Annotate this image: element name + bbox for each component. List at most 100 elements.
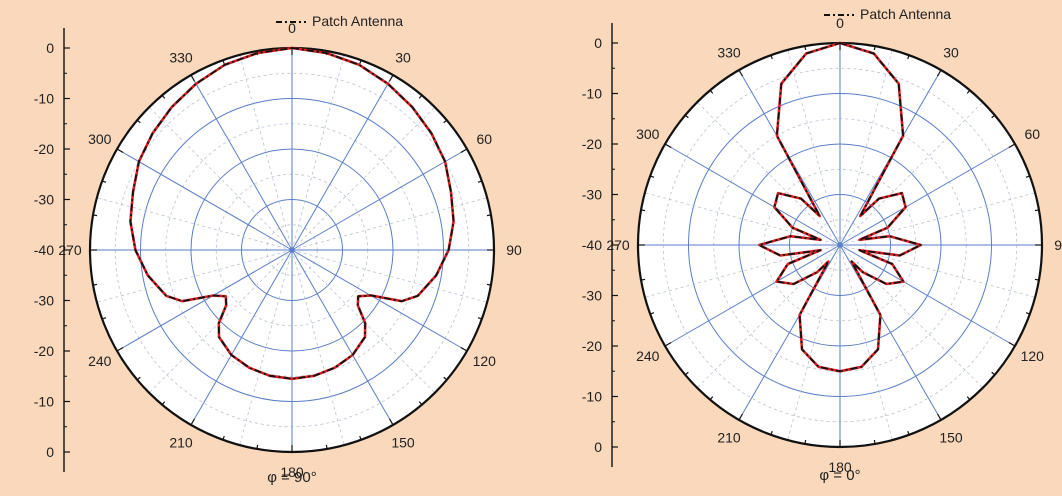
frame-tick xyxy=(770,54,773,60)
frame-tick xyxy=(804,45,807,51)
angle-label-300: 300 xyxy=(636,126,660,142)
frame-tick xyxy=(443,119,448,124)
minor-spoke xyxy=(291,197,488,251)
frame-tick xyxy=(486,283,492,286)
minor-spoke xyxy=(291,54,345,251)
minor-spoke xyxy=(839,192,1036,246)
angle-label-90: 90 xyxy=(1054,237,1062,253)
major-spoke xyxy=(839,244,942,421)
polar-chart-phi-90: 0 30 60 90 120 150 180 210 240 270 300 330 0 -10 -20 -3… xyxy=(34,13,522,486)
angle-label-240: 240 xyxy=(636,348,660,364)
minor-spoke xyxy=(291,249,345,446)
frame-tick xyxy=(684,114,689,119)
frame-tick xyxy=(388,418,394,426)
major-spoke xyxy=(190,249,293,426)
frame-tick xyxy=(1025,312,1031,315)
minor-spoke xyxy=(839,244,1036,298)
major-spoke xyxy=(738,244,841,421)
radial-tick-label: -20 xyxy=(582,136,602,152)
radial-tick-label: -40 xyxy=(34,242,54,258)
frame-tick xyxy=(873,439,876,445)
angle-label-60: 60 xyxy=(476,131,492,147)
frame-tick xyxy=(804,439,807,445)
minor-spoke xyxy=(291,249,436,394)
frame-tick xyxy=(664,341,672,347)
frame-tick xyxy=(709,89,714,94)
frame-tick xyxy=(936,69,942,77)
frame-tick xyxy=(649,312,655,315)
pattern-curve-simulated xyxy=(758,42,922,373)
major-spoke xyxy=(116,249,293,352)
origin-dot xyxy=(289,247,295,253)
angle-label-240: 240 xyxy=(88,353,112,369)
frame-tick xyxy=(991,114,996,119)
minor-spoke xyxy=(839,244,984,389)
radial-tick-label: -30 xyxy=(582,288,602,304)
frame-tick xyxy=(101,317,107,320)
frame-tick xyxy=(136,119,141,124)
minor-spoke xyxy=(787,244,841,441)
major-spoke xyxy=(291,249,468,352)
angle-label-180: 180 xyxy=(828,459,852,475)
minor-spoke xyxy=(696,101,841,246)
radial-tick-label: -20 xyxy=(582,338,602,354)
frame-tick xyxy=(664,143,672,149)
frame-tick xyxy=(116,346,124,352)
panel-caption: φ = 90° xyxy=(267,469,317,486)
radial-tick-label: 0 xyxy=(46,444,54,460)
frame-tick xyxy=(136,376,141,381)
frame-tick xyxy=(161,94,166,99)
minor-spoke xyxy=(787,49,841,246)
legend-label: Patch Antenna xyxy=(860,6,951,22)
minor-spoke xyxy=(839,244,893,441)
angle-label-150: 150 xyxy=(939,429,963,445)
radial-tick-label: -20 xyxy=(34,343,54,359)
angle-label-120: 120 xyxy=(1021,348,1045,364)
frame-tick xyxy=(907,54,910,60)
frame-tick xyxy=(116,148,124,154)
frame-tick xyxy=(770,430,773,436)
angle-label-90: 90 xyxy=(506,242,522,258)
frame-tick xyxy=(649,175,655,178)
minor-spoke xyxy=(291,106,436,251)
frame-tick xyxy=(684,371,689,376)
angle-label-30: 30 xyxy=(943,45,959,61)
angle-label-330: 330 xyxy=(717,45,741,61)
frame-tick xyxy=(388,74,394,82)
frame-tick xyxy=(738,413,744,421)
frame-tick xyxy=(222,435,225,441)
angle-label-270: 270 xyxy=(58,242,82,258)
frame-tick xyxy=(477,180,483,183)
major-spoke xyxy=(291,148,468,251)
major-spoke xyxy=(116,148,293,251)
angle-label-120: 120 xyxy=(473,353,497,369)
radial-tick-label: -10 xyxy=(34,91,54,107)
panel-caption: φ = 0° xyxy=(819,467,860,484)
frame-tick xyxy=(738,69,744,77)
radial-tick-label: -10 xyxy=(582,86,602,102)
frame-tick xyxy=(101,180,107,183)
radial-tick-label: -10 xyxy=(582,389,602,405)
major-spoke xyxy=(291,74,394,251)
frame-tick xyxy=(460,346,468,352)
pattern-curve-simulated xyxy=(129,47,455,380)
frame-tick xyxy=(640,209,646,212)
frame-tick xyxy=(640,278,646,281)
angle-label-60: 60 xyxy=(1024,126,1040,142)
frame-tick xyxy=(966,396,971,401)
frame-tick xyxy=(477,317,483,320)
frame-tick xyxy=(1034,209,1040,212)
major-spoke xyxy=(664,244,841,347)
minor-spoke xyxy=(96,249,293,303)
frame-tick xyxy=(359,435,362,441)
frame-tick xyxy=(873,45,876,51)
major-spoke xyxy=(839,244,1016,347)
major-spoke xyxy=(190,74,293,251)
polar-chart-phi-0: 0 30 60 90 120 150 180 210 240 270 300 330 0 -10 -20 -3… xyxy=(582,6,1062,484)
frame-tick xyxy=(222,59,225,65)
angle-label-0: 0 xyxy=(836,15,844,31)
angle-label-0: 0 xyxy=(288,20,296,36)
frame-tick xyxy=(709,396,714,401)
minor-spoke xyxy=(148,249,293,394)
